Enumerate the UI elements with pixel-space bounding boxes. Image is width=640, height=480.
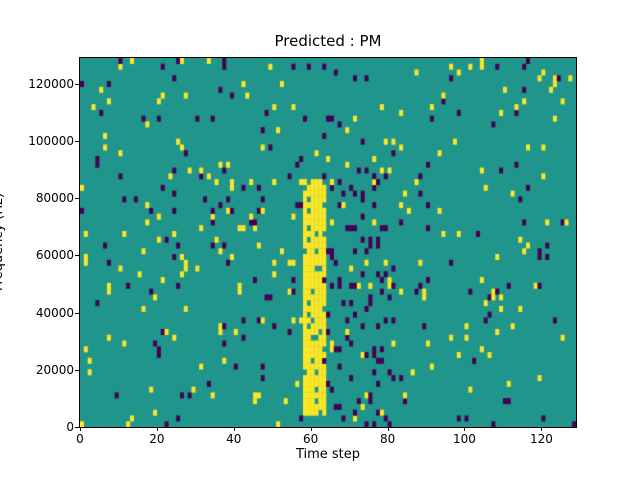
y-tick-label: 40000 bbox=[35, 305, 74, 320]
plot-title: Predicted : PM bbox=[274, 32, 382, 50]
x-tick-label: 120 bbox=[529, 432, 553, 446]
y-tick-label: 0 bbox=[66, 420, 74, 434]
x-tick-mark bbox=[233, 427, 235, 431]
x-tick-label: 100 bbox=[453, 432, 476, 446]
y-tick-mark bbox=[75, 140, 79, 142]
x-tick-label: 0 bbox=[76, 432, 84, 446]
x-tick-mark bbox=[80, 427, 81, 431]
heatmap-canvas bbox=[80, 58, 576, 427]
x-tick-label: 40 bbox=[226, 432, 242, 446]
y-tick-mark bbox=[75, 83, 79, 85]
x-tick-mark bbox=[387, 427, 389, 431]
y-tick-mark bbox=[75, 198, 79, 200]
x-tick-mark bbox=[156, 427, 158, 431]
x-tick-mark bbox=[541, 427, 543, 431]
x-axis-label: Time step bbox=[295, 447, 361, 462]
y-tick-label: 120000 bbox=[28, 76, 74, 91]
y-tick-mark bbox=[75, 369, 79, 371]
y-tick-label: 80000 bbox=[35, 191, 74, 206]
y-tick-mark bbox=[75, 312, 79, 314]
x-tick-mark bbox=[464, 427, 466, 431]
y-tick-label: 100000 bbox=[28, 133, 74, 148]
plot-area bbox=[79, 57, 577, 428]
x-tick-mark bbox=[310, 427, 312, 431]
x-tick-label: 80 bbox=[379, 432, 396, 446]
y-tick-label: 60000 bbox=[35, 248, 74, 263]
x-tick-label: 20 bbox=[149, 432, 165, 446]
x-tick-label: 60 bbox=[303, 432, 319, 446]
y-tick-mark bbox=[75, 427, 79, 428]
y-tick-mark bbox=[75, 255, 79, 257]
y-axis-label: Frequency (Hz) bbox=[0, 192, 6, 291]
y-tick-label: 20000 bbox=[35, 362, 74, 377]
